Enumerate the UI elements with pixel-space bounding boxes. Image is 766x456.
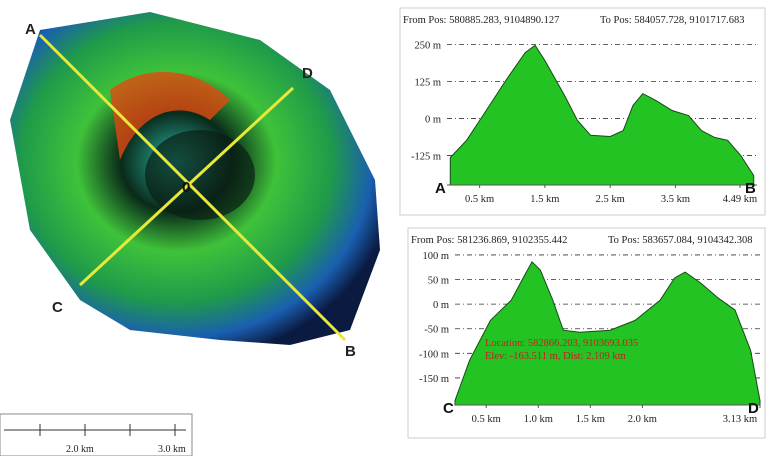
x-tick-label: 1.5 km bbox=[576, 414, 605, 425]
y-tick-label: -125 m bbox=[411, 151, 441, 162]
annotation: Elev: -163.511 m, Dist: 2.109 km bbox=[485, 351, 626, 362]
end-label: D bbox=[748, 400, 759, 417]
annotation: Location: 582866.203, 9103693.035 bbox=[485, 338, 638, 349]
x-tick-label: 1.0 km bbox=[524, 414, 553, 425]
y-tick-label: 0 m bbox=[433, 300, 449, 311]
y-tick-label: 100 m bbox=[422, 251, 449, 262]
map: A B C D 0 2.0 km 3.0 km bbox=[0, 12, 380, 456]
y-tick-label: 125 m bbox=[414, 77, 441, 88]
y-tick-label: -50 m bbox=[424, 325, 449, 336]
end-label: B bbox=[745, 180, 756, 197]
x-tick-label: 1.5 km bbox=[530, 194, 559, 205]
map-label: D bbox=[302, 65, 313, 82]
end-label: A bbox=[435, 180, 446, 197]
map-label: A bbox=[25, 21, 36, 38]
x-tick-label: 0.5 km bbox=[465, 194, 494, 205]
x-tick-label: 2.5 km bbox=[596, 194, 625, 205]
map-label: B bbox=[345, 343, 356, 360]
y-tick-label: -150 m bbox=[419, 374, 449, 385]
y-tick-label: 0 m bbox=[425, 114, 441, 125]
scale-label: 2.0 km bbox=[66, 444, 94, 455]
map-label: C bbox=[52, 299, 63, 316]
y-tick-label: 250 m bbox=[414, 41, 441, 52]
figure: A B C D 0 2.0 km 3.0 km From Pos: 580885… bbox=[0, 0, 766, 456]
x-tick-label: 2.0 km bbox=[628, 414, 657, 425]
header: To Pos: 583657.084, 9104342.308 bbox=[608, 235, 753, 246]
map-label: 0 bbox=[182, 179, 190, 196]
header: To Pos: 584057.728, 9101717.683 bbox=[600, 15, 745, 26]
x-tick-label: 0.5 km bbox=[472, 414, 501, 425]
end-label: C bbox=[443, 400, 454, 417]
header: From Pos: 581236.869, 9102355.442 bbox=[411, 235, 567, 246]
x-tick-label: 3.5 km bbox=[661, 194, 690, 205]
y-tick-label: 50 m bbox=[428, 276, 449, 287]
y-tick-label: -100 m bbox=[419, 349, 449, 360]
scale-label: 3.0 km bbox=[158, 444, 186, 455]
header: From Pos: 580885.283, 9104890.127 bbox=[403, 15, 559, 26]
profiles: From Pos: 580885.283, 9104890.127 To Pos:… bbox=[400, 8, 765, 438]
